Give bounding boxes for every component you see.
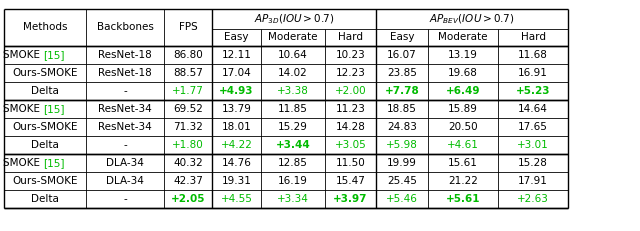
Text: 15.47: 15.47 bbox=[335, 176, 365, 186]
Text: +3.01: +3.01 bbox=[517, 140, 549, 150]
Text: 12.11: 12.11 bbox=[221, 50, 252, 60]
Text: Delta: Delta bbox=[31, 86, 59, 96]
Text: +6.49: +6.49 bbox=[445, 86, 480, 96]
Text: 88.57: 88.57 bbox=[173, 68, 203, 78]
Text: +3.97: +3.97 bbox=[333, 194, 368, 204]
Text: 14.28: 14.28 bbox=[335, 122, 365, 132]
Text: 24.83: 24.83 bbox=[387, 122, 417, 132]
Text: 11.50: 11.50 bbox=[335, 158, 365, 168]
Text: $AP_{3D}$$(IOU>0.7)$: $AP_{3D}$$(IOU>0.7)$ bbox=[253, 12, 334, 26]
Text: Ours-SMOKE: Ours-SMOKE bbox=[12, 68, 77, 78]
Text: -: - bbox=[123, 140, 127, 150]
Text: 11.85: 11.85 bbox=[278, 104, 308, 114]
Text: 86.80: 86.80 bbox=[173, 50, 203, 60]
Text: +7.78: +7.78 bbox=[385, 86, 419, 96]
Text: 21.22: 21.22 bbox=[448, 176, 478, 186]
Text: 16.07: 16.07 bbox=[387, 50, 417, 60]
Text: SMOKE: SMOKE bbox=[3, 158, 43, 168]
Text: +1.80: +1.80 bbox=[172, 140, 204, 150]
Text: 42.37: 42.37 bbox=[173, 176, 203, 186]
Text: +3.38: +3.38 bbox=[277, 86, 309, 96]
Text: 69.52: 69.52 bbox=[173, 104, 203, 114]
Text: Easy: Easy bbox=[224, 33, 249, 43]
Text: 15.89: 15.89 bbox=[448, 104, 478, 114]
Text: +2.05: +2.05 bbox=[171, 194, 205, 204]
Text: 11.23: 11.23 bbox=[335, 104, 365, 114]
Text: +1.77: +1.77 bbox=[172, 86, 204, 96]
Text: 25.45: 25.45 bbox=[387, 176, 417, 186]
Text: 12.23: 12.23 bbox=[335, 68, 365, 78]
Text: 15.28: 15.28 bbox=[518, 158, 548, 168]
Text: +3.05: +3.05 bbox=[335, 140, 366, 150]
Text: 12.85: 12.85 bbox=[278, 158, 308, 168]
Text: 23.85: 23.85 bbox=[387, 68, 417, 78]
Text: [15]: [15] bbox=[43, 104, 65, 114]
Text: +5.23: +5.23 bbox=[516, 86, 550, 96]
Text: +5.98: +5.98 bbox=[386, 140, 418, 150]
Text: Delta: Delta bbox=[31, 194, 59, 204]
Text: 19.68: 19.68 bbox=[448, 68, 478, 78]
Text: 17.65: 17.65 bbox=[518, 122, 548, 132]
Text: 11.68: 11.68 bbox=[518, 50, 548, 60]
Text: 15.61: 15.61 bbox=[448, 158, 478, 168]
Text: 18.85: 18.85 bbox=[387, 104, 417, 114]
Text: 18.01: 18.01 bbox=[221, 122, 252, 132]
Text: +4.61: +4.61 bbox=[447, 140, 479, 150]
Text: 16.91: 16.91 bbox=[518, 68, 548, 78]
Text: +3.34: +3.34 bbox=[277, 194, 309, 204]
Text: 10.64: 10.64 bbox=[278, 50, 308, 60]
Text: SMOKE: SMOKE bbox=[3, 50, 43, 60]
Text: Hard: Hard bbox=[520, 33, 545, 43]
Text: +4.55: +4.55 bbox=[221, 194, 252, 204]
Text: FPS: FPS bbox=[179, 22, 197, 33]
Text: ResNet-34: ResNet-34 bbox=[98, 122, 152, 132]
Text: +4.93: +4.93 bbox=[220, 86, 253, 96]
Text: [15]: [15] bbox=[43, 158, 65, 168]
Text: -: - bbox=[123, 194, 127, 204]
Text: -: - bbox=[123, 86, 127, 96]
Text: [15]: [15] bbox=[43, 50, 65, 60]
Text: DLA-34: DLA-34 bbox=[106, 158, 144, 168]
Text: 19.99: 19.99 bbox=[387, 158, 417, 168]
Text: ResNet-18: ResNet-18 bbox=[98, 68, 152, 78]
Text: Moderate: Moderate bbox=[438, 33, 488, 43]
Text: +5.61: +5.61 bbox=[445, 194, 480, 204]
Text: ResNet-34: ResNet-34 bbox=[98, 104, 152, 114]
Text: Ours-SMOKE: Ours-SMOKE bbox=[12, 122, 77, 132]
Text: 40.32: 40.32 bbox=[173, 158, 203, 168]
Text: 14.76: 14.76 bbox=[221, 158, 252, 168]
Text: DLA-34: DLA-34 bbox=[106, 176, 144, 186]
Text: +3.44: +3.44 bbox=[276, 140, 310, 150]
Text: 17.04: 17.04 bbox=[221, 68, 252, 78]
Text: 13.19: 13.19 bbox=[448, 50, 478, 60]
Text: 15.29: 15.29 bbox=[278, 122, 308, 132]
Text: 71.32: 71.32 bbox=[173, 122, 203, 132]
Text: 10.23: 10.23 bbox=[335, 50, 365, 60]
Text: 16.19: 16.19 bbox=[278, 176, 308, 186]
Text: Methods: Methods bbox=[23, 22, 67, 33]
Text: ResNet-18: ResNet-18 bbox=[98, 50, 152, 60]
Text: +4.22: +4.22 bbox=[221, 140, 252, 150]
Text: $AP_{BEV}$$(IOU>0.7)$: $AP_{BEV}$$(IOU>0.7)$ bbox=[429, 12, 515, 26]
Text: 19.31: 19.31 bbox=[221, 176, 252, 186]
Text: 20.50: 20.50 bbox=[448, 122, 478, 132]
Text: 14.02: 14.02 bbox=[278, 68, 308, 78]
Text: +2.63: +2.63 bbox=[517, 194, 549, 204]
Text: Easy: Easy bbox=[390, 33, 414, 43]
Text: Moderate: Moderate bbox=[268, 33, 317, 43]
Text: Hard: Hard bbox=[338, 33, 363, 43]
Text: SMOKE: SMOKE bbox=[3, 104, 43, 114]
Text: Backbones: Backbones bbox=[97, 22, 154, 33]
Text: Delta: Delta bbox=[31, 140, 59, 150]
Text: Ours-SMOKE: Ours-SMOKE bbox=[12, 176, 77, 186]
Text: 17.91: 17.91 bbox=[518, 176, 548, 186]
Text: +5.46: +5.46 bbox=[386, 194, 418, 204]
Text: 14.64: 14.64 bbox=[518, 104, 548, 114]
Text: 13.79: 13.79 bbox=[221, 104, 252, 114]
Text: +2.00: +2.00 bbox=[335, 86, 366, 96]
